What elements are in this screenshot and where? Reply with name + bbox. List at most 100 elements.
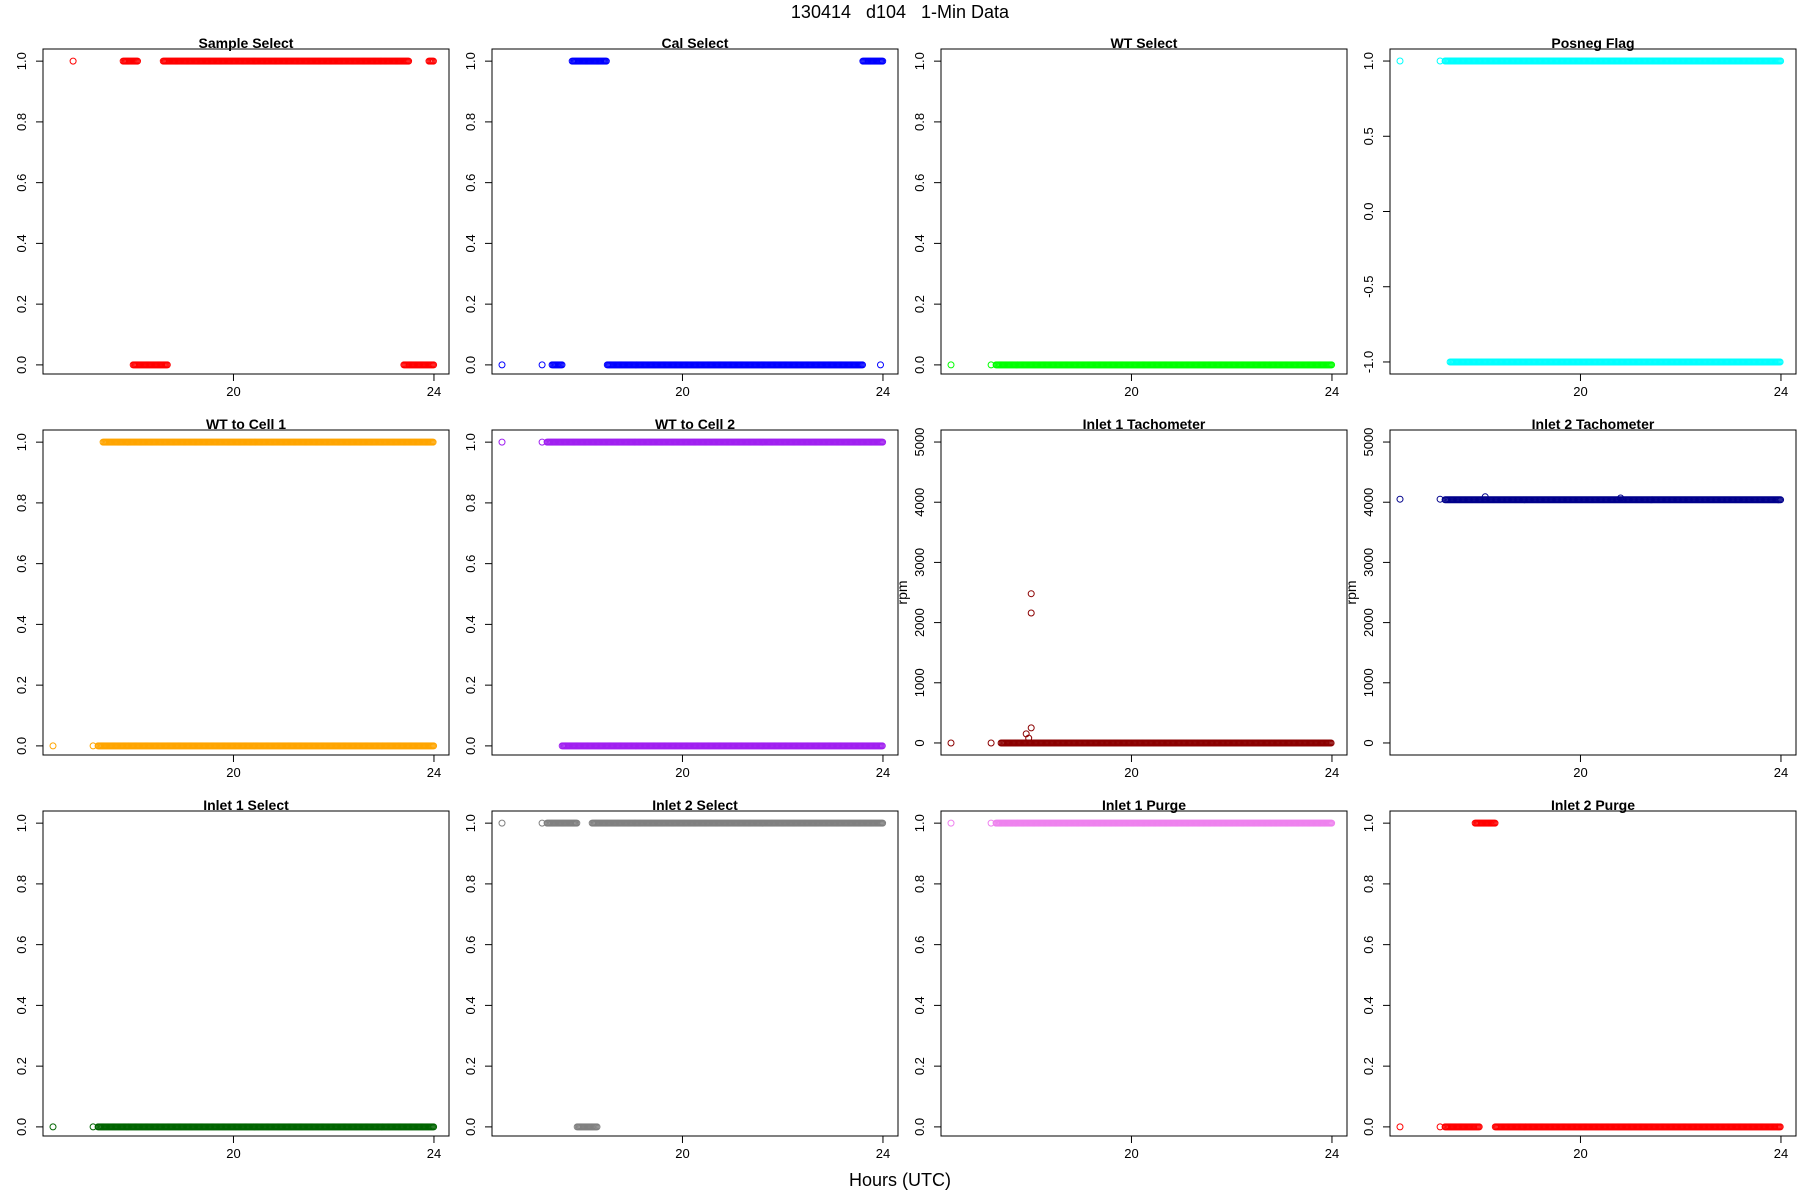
x-tick-label: 24 <box>876 384 890 399</box>
data-series <box>947 819 1336 827</box>
y-tick-label: 0.0 <box>14 737 29 755</box>
y-tick-label: 0.4 <box>14 996 29 1014</box>
y-tick-label: 0.2 <box>14 295 29 313</box>
data-point <box>1475 1123 1483 1131</box>
y-tick-label: 1.0 <box>463 433 478 451</box>
y-tick-label: 1.0 <box>463 52 478 70</box>
y-tick-label: 0.4 <box>912 234 927 252</box>
y-tick-label: 1.0 <box>14 433 29 451</box>
y-tick-label: 2000 <box>1361 608 1376 637</box>
plot-frame <box>1389 48 1797 375</box>
y-tick-label: 0.6 <box>912 174 927 192</box>
y-tick-label: 0.2 <box>1361 1057 1376 1075</box>
y-tick-label: 0.4 <box>14 234 29 252</box>
data-point <box>89 1123 97 1131</box>
data-point <box>1776 1123 1784 1131</box>
data-point <box>429 438 437 446</box>
data-point <box>947 361 955 369</box>
plot-frame <box>42 810 450 1137</box>
plot-frame <box>940 48 1348 375</box>
chart-title: Inlet 1 Purge <box>1102 797 1186 813</box>
data-point <box>1436 1123 1444 1131</box>
data-point <box>987 361 995 369</box>
x-tick-label: 20 <box>675 765 689 780</box>
x-tick-label: 24 <box>1774 1146 1788 1161</box>
y-tick-label: 0.6 <box>463 555 478 573</box>
x-tick-label: 20 <box>675 1146 689 1161</box>
data-point <box>1327 739 1335 747</box>
data-point <box>1617 494 1625 502</box>
y-tick-label: 0.8 <box>463 113 478 131</box>
y-tick-label: 1.0 <box>912 52 927 70</box>
y-tick-label: 0.4 <box>14 615 29 633</box>
y-tick-label: 0.8 <box>912 875 927 893</box>
y-axis-label: rpm <box>1343 580 1359 604</box>
y-tick-label: 0.2 <box>14 1057 29 1075</box>
plot-frame <box>940 429 1348 756</box>
chart-title: Inlet 2 Purge <box>1551 797 1635 813</box>
y-tick-label: -1.0 <box>1361 351 1376 373</box>
data-point <box>1027 609 1035 617</box>
y-tick-label: 3000 <box>1361 548 1376 577</box>
y-tick-label: 2000 <box>912 608 927 637</box>
y-tick-label: 0.0 <box>912 1118 927 1136</box>
x-tick-label: 24 <box>876 765 890 780</box>
y-tick-label: 5000 <box>1361 428 1376 457</box>
y-tick-label: 0.2 <box>912 295 927 313</box>
y-tick-label: 0.5 <box>1361 127 1376 145</box>
y-tick-label: 0.4 <box>463 234 478 252</box>
y-tick-label: 4000 <box>912 488 927 517</box>
y-tick-label: 3000 <box>912 548 927 577</box>
plot-frame <box>42 429 450 756</box>
y-tick-label: 1000 <box>1361 668 1376 697</box>
data-series <box>498 438 887 750</box>
y-tick-label: 0.0 <box>14 1118 29 1136</box>
y-tick-label: 0.8 <box>14 494 29 512</box>
data-point <box>1027 724 1035 732</box>
data-point <box>89 742 97 750</box>
data-point <box>1491 819 1499 827</box>
chart-title: WT Select <box>1111 35 1178 51</box>
data-point <box>405 57 413 65</box>
data-series <box>947 590 1335 747</box>
data-point <box>429 57 437 65</box>
data-point <box>49 1123 57 1131</box>
data-point <box>859 361 866 369</box>
y-tick-label: 1.0 <box>14 52 29 70</box>
y-tick-label: 0.8 <box>463 494 478 512</box>
data-series <box>69 57 438 369</box>
data-series <box>947 361 1336 369</box>
x-tick-label: 20 <box>226 384 240 399</box>
y-tick-label: 0.2 <box>912 1057 927 1075</box>
y-tick-label: 0.6 <box>14 936 29 954</box>
data-point <box>1328 819 1336 827</box>
chart-title: Posneg Flag <box>1551 35 1634 51</box>
x-tick-label: 24 <box>1325 765 1339 780</box>
y-tick-label: 0.6 <box>463 174 478 192</box>
data-point <box>1436 57 1444 65</box>
data-point <box>879 438 887 446</box>
chart-title: Inlet 2 Tachometer <box>1532 416 1655 432</box>
data-point <box>498 361 506 369</box>
data-point <box>538 819 546 827</box>
x-axis-title: Hours (UTC) <box>849 1170 951 1190</box>
plot-frame <box>940 810 1348 1137</box>
y-tick-label: 0.0 <box>1361 1118 1376 1136</box>
x-tick-label: 24 <box>1325 384 1339 399</box>
y-tick-label: 0.8 <box>14 875 29 893</box>
data-point <box>430 742 438 750</box>
data-point <box>1027 590 1035 598</box>
data-point <box>558 361 566 369</box>
y-tick-label: 0.6 <box>912 936 927 954</box>
y-tick-label: 0.8 <box>463 875 478 893</box>
x-tick-label: 20 <box>1573 765 1587 780</box>
data-series <box>1396 57 1785 366</box>
y-tick-label: 5000 <box>912 428 927 457</box>
y-tick-label: 0 <box>912 739 927 746</box>
data-series <box>498 57 887 369</box>
y-tick-label: 1.0 <box>14 814 29 832</box>
y-tick-label: 0.8 <box>1361 875 1376 893</box>
